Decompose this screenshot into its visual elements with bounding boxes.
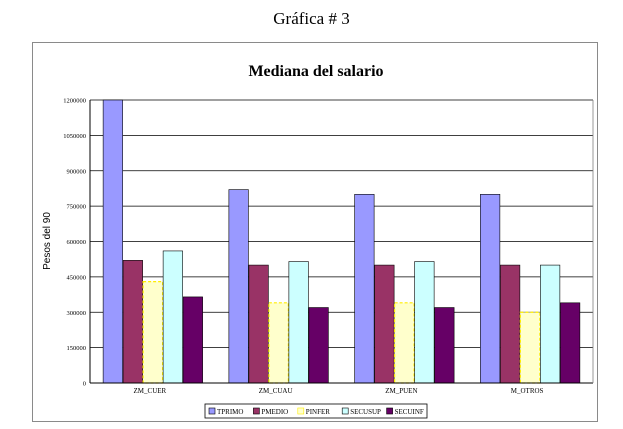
bar-tprimo-zm_cuau [228, 189, 249, 384]
y-tick-label: 600000 [67, 239, 87, 246]
bar-pmedio-zm_cuer [122, 260, 143, 384]
bar-secusup-zm_puen [414, 261, 435, 384]
axes: 0 150000 300000 450000 600000 750000 900000 105… [63, 98, 594, 395]
y-tick-label: 150000 [67, 345, 87, 352]
y-tick-label: 450000 [67, 274, 87, 281]
chart-title: Mediana del salario [248, 63, 383, 80]
x-category-label: ZM_CUAU [259, 387, 293, 395]
legend-box [204, 403, 428, 419]
y-tick-label: 1200000 [63, 98, 86, 105]
legend-swatch [297, 407, 305, 415]
legend-swatch [253, 407, 260, 415]
bar-tprimo-zm_puen [354, 194, 375, 384]
bar-secuinf-zm_puen [434, 307, 455, 384]
y-tick-label: 750000 [67, 204, 87, 211]
bar-secuinf-zm_cuer [182, 296, 203, 384]
chart-container: Mediana del salario Pesos del 90 0 150000… [32, 42, 598, 422]
y-tick-label: 300000 [67, 310, 87, 317]
bar-chart: Mediana del salario Pesos del 90 0 150000… [42, 63, 594, 419]
bar-pmedio-m_otros [500, 264, 521, 384]
legend-label: PMEDIO [261, 408, 288, 416]
y-tick-label: 0 [83, 381, 86, 388]
bar-pinfer-zm_cuau [268, 302, 289, 384]
legend-swatch [386, 407, 393, 415]
bar-pinfer-m_otros [519, 311, 541, 384]
bar-tprimo-zm_cuer [102, 99, 123, 384]
legend-label: SECUINF [395, 408, 424, 416]
bar-pmedio-zm_cuau [248, 264, 269, 384]
bar-pinfer-zm_cuer [142, 280, 164, 384]
bar-pmedio-zm_puen [374, 264, 395, 384]
legend-swatch [208, 407, 216, 415]
x-category-label: ZM_CUER [134, 387, 167, 395]
y-axis-label: Pesos del 90 [42, 212, 53, 270]
page-heading: Gráfica # 3 [273, 9, 350, 28]
legend-label: TPRIMO [217, 408, 243, 416]
x-category-label: M_OTROS [511, 387, 544, 395]
bar-secuinf-zm_cuau [308, 307, 329, 384]
legend-label: SECUSUP [350, 408, 381, 416]
legend-label: PINFER [306, 408, 330, 416]
bars [102, 99, 581, 384]
bar-secuinf-m_otros [560, 302, 581, 384]
bar-tprimo-m_otros [480, 194, 501, 384]
bar-secusup-zm_cuer [162, 250, 183, 384]
x-category-label: ZM_PUEN [385, 387, 417, 395]
legend: TPRIMO PMEDIO PINFER SECUSUP SECUINF [204, 403, 428, 419]
bar-pinfer-zm_puen [394, 302, 415, 384]
y-tick-label: 1050000 [63, 133, 86, 140]
bar-secusup-zm_cuau [288, 261, 309, 384]
legend-swatch [341, 407, 349, 415]
bar-secusup-m_otros [540, 264, 561, 384]
y-tick-label: 900000 [67, 168, 87, 175]
